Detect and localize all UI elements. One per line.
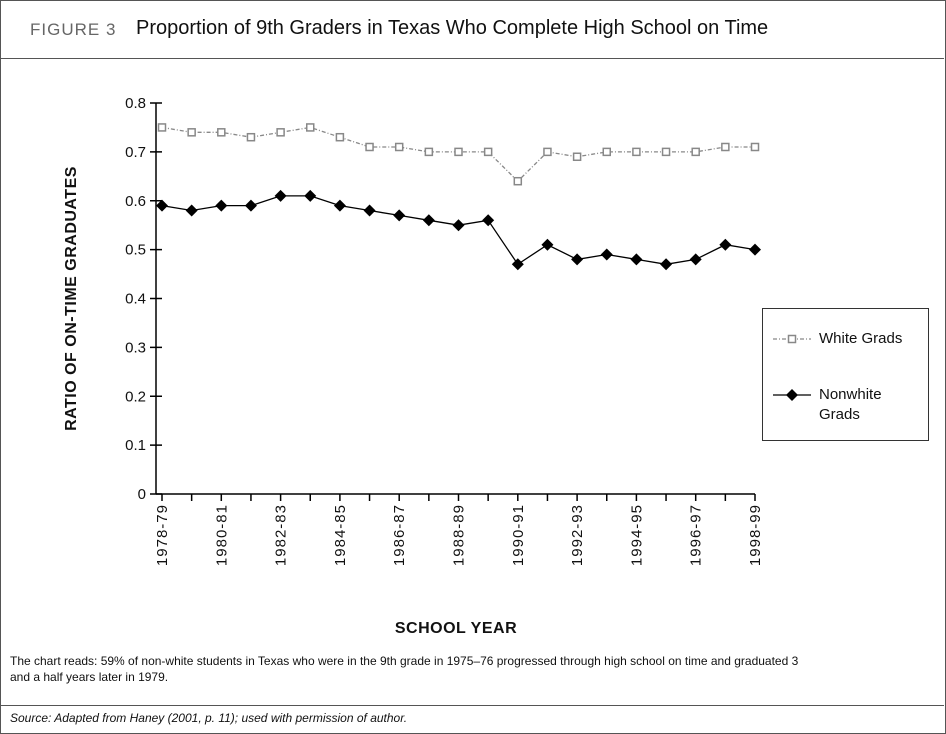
- marker: [187, 128, 196, 137]
- marker: [691, 147, 700, 157]
- marker: [750, 142, 760, 152]
- x-tick-label: 1986-87: [391, 504, 408, 566]
- chart-title: Proportion of 9th Graders in Texas Who C…: [136, 17, 769, 39]
- y-axis-label: RATIO OF ON-TIME GRADUATES: [63, 166, 80, 431]
- y-tick-label: 0.5: [125, 242, 146, 259]
- marker: [543, 147, 552, 157]
- marker: [393, 209, 406, 222]
- x-tick-label: 1982-83: [273, 504, 290, 566]
- marker: [394, 142, 404, 152]
- legend-marker: [786, 389, 798, 401]
- x-tick-label: 1994-95: [628, 504, 645, 566]
- marker: [246, 132, 256, 142]
- marker: [424, 147, 434, 157]
- marker: [363, 204, 376, 217]
- marker: [572, 152, 582, 162]
- y-tick-label: 0.1: [125, 437, 146, 454]
- marker: [156, 199, 168, 212]
- marker: [511, 258, 524, 271]
- y-tick-label: 0.4: [125, 291, 146, 308]
- note: The chart reads: 59% of non-white studen…: [10, 654, 799, 684]
- marker: [304, 189, 317, 202]
- x-tick-label: 1988-89: [451, 504, 468, 566]
- y-tick-label: 0: [138, 486, 146, 503]
- legend-marker: [787, 334, 797, 344]
- marker: [335, 132, 345, 142]
- legend: White Grads Nonwhite Grads: [762, 308, 929, 441]
- marker: [541, 238, 554, 251]
- legend-label: Nonwhite Grads: [819, 386, 882, 423]
- x-tick-label: 1984-85: [332, 504, 349, 566]
- marker: [452, 219, 465, 232]
- y-tick-label: 0.8: [125, 95, 146, 112]
- marker: [661, 147, 671, 157]
- marker: [721, 142, 730, 152]
- source: Source: Adapted from Haney (2001, p. 11)…: [10, 711, 408, 725]
- marker: [454, 147, 463, 157]
- marker: [274, 189, 287, 202]
- marker: [185, 204, 198, 217]
- marker: [217, 128, 226, 137]
- marker: [660, 258, 673, 271]
- marker: [244, 199, 257, 212]
- marker: [276, 128, 285, 137]
- marker: [602, 147, 611, 157]
- legend-swatches: [773, 334, 811, 401]
- x-axis-label: SCHOOL YEAR: [395, 620, 517, 637]
- marker: [632, 147, 641, 157]
- marker: [333, 199, 346, 212]
- x-tick-label: 1992-93: [569, 504, 586, 566]
- x-tick-label: 1978-79: [154, 504, 171, 566]
- y-tick-label: 0.6: [125, 193, 146, 210]
- x-tick-label: 1996-97: [688, 504, 705, 566]
- marker: [513, 176, 523, 186]
- x-tick-label: 1990-91: [510, 504, 527, 566]
- marker: [630, 253, 643, 266]
- marker: [365, 142, 374, 152]
- y-tick-label: 0.2: [125, 388, 146, 405]
- header: FIGURE 3 Proportion of 9th Graders in Te…: [0, 0, 944, 59]
- marker: [483, 147, 493, 157]
- marker: [422, 214, 435, 227]
- legend-label: White Grads: [819, 330, 903, 347]
- x-tick-label: 1998-99: [747, 504, 764, 566]
- series-line: [161, 126, 755, 183]
- marker: [689, 253, 702, 266]
- marker: [215, 199, 228, 212]
- marker: [571, 253, 584, 266]
- y-tick-label: 0.7: [125, 144, 146, 161]
- marker: [157, 123, 167, 132]
- figure-label: FIGURE 3: [30, 20, 117, 39]
- marker: [719, 238, 732, 251]
- y-tick-label: 0.3: [125, 339, 146, 356]
- marker: [749, 243, 761, 256]
- chart: 0 0.1 0.2 0.3 0.4 0.5 0.6 0.7 0.8 1978-79 1980-81 1…: [63, 95, 764, 637]
- marker: [482, 214, 495, 227]
- marker: [600, 248, 613, 261]
- footer-rule: [0, 705, 944, 706]
- x-tick-label: 1980-81: [213, 504, 230, 566]
- marker: [306, 123, 315, 132]
